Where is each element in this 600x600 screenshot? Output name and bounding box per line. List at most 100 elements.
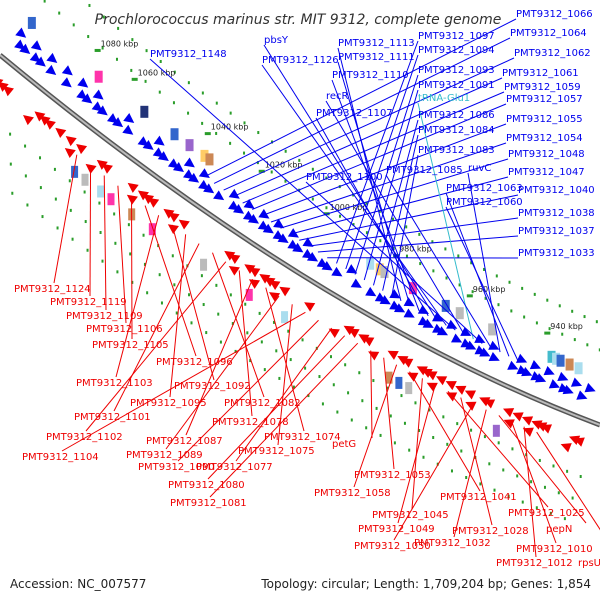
guide-dot bbox=[408, 448, 411, 452]
guide-dot bbox=[24, 174, 27, 178]
forward-gene-arrow bbox=[122, 124, 134, 135]
reverse-label-leader bbox=[411, 378, 423, 510]
forward-gene-arrow bbox=[465, 340, 477, 350]
guide-dot bbox=[215, 131, 218, 135]
forward-gene-arrow bbox=[576, 390, 588, 400]
guide-dot bbox=[508, 280, 511, 284]
guide-dot bbox=[521, 500, 524, 504]
guide-dot bbox=[465, 476, 468, 480]
reverse-label-leader bbox=[177, 319, 319, 462]
guide-dot bbox=[129, 252, 132, 256]
guide-dot bbox=[516, 474, 519, 478]
guide-dot bbox=[201, 91, 204, 95]
guide-dot bbox=[83, 190, 86, 194]
guide-dot bbox=[289, 358, 292, 362]
forward-gene-label: PMT9312_1047 bbox=[508, 167, 585, 178]
reverse-gene-arrow bbox=[512, 412, 524, 422]
forward-gene-arrow bbox=[432, 312, 444, 322]
forward-gene-label: PMT9312_1054 bbox=[506, 133, 583, 144]
guide-dot bbox=[270, 140, 273, 144]
reverse-gene-arrow bbox=[363, 337, 375, 347]
reverse-label-leader bbox=[393, 403, 474, 541]
guide-dot bbox=[146, 291, 149, 295]
guide-dot bbox=[379, 433, 382, 437]
guide-dot bbox=[231, 322, 234, 326]
guide-dot bbox=[414, 401, 417, 405]
reverse-label-leader bbox=[383, 357, 395, 470]
forward-gene-label: PMT9312_1093 bbox=[418, 65, 495, 76]
reverse-label-leader bbox=[265, 287, 305, 432]
reverse-gene-label: PMT9312_1105 bbox=[92, 340, 169, 351]
forward-label-leader bbox=[372, 119, 419, 286]
reverse-label-leader bbox=[117, 185, 127, 324]
forward-gene-arrow bbox=[277, 233, 289, 243]
forward-label-leader bbox=[280, 158, 509, 229]
guide-dot bbox=[350, 418, 353, 422]
guide-dot bbox=[535, 506, 538, 510]
reverse-gene-label: PMT9312_1102 bbox=[46, 432, 123, 443]
reverse-gene-label: petG bbox=[332, 439, 356, 450]
reverse-gene-arrow bbox=[531, 420, 543, 430]
forward-gene-arrow bbox=[379, 295, 391, 305]
guide-dot bbox=[347, 391, 350, 395]
guide-dot bbox=[229, 293, 232, 297]
forward-gene-arrow bbox=[548, 379, 560, 389]
forward-label-leader bbox=[336, 40, 419, 264]
accession-text: Accession: NC_007577 bbox=[10, 577, 146, 591]
forward-gene-arrow bbox=[19, 43, 31, 54]
gc-content-block bbox=[574, 362, 583, 375]
reverse-gene-label: PMT9312_1012 bbox=[496, 558, 573, 569]
guide-dot bbox=[566, 469, 569, 473]
guide-dot bbox=[298, 158, 301, 162]
forward-gene-label: recR bbox=[326, 91, 349, 102]
guide-dot bbox=[301, 338, 304, 342]
reverse-label-leader bbox=[115, 215, 160, 378]
gc-content-block bbox=[565, 358, 574, 371]
forward-gene-arrow bbox=[15, 27, 27, 38]
gc-content-block bbox=[107, 193, 115, 206]
forward-gene-arrow bbox=[137, 136, 149, 147]
guide-dot bbox=[39, 186, 42, 190]
guide-dot bbox=[205, 331, 208, 335]
reverse-gene-label: PMT9312_1095 bbox=[130, 398, 207, 409]
reverse-gene-arrow bbox=[521, 416, 534, 426]
forward-gene-label: PMT9312_1085 bbox=[386, 165, 463, 176]
forward-gene-label: PMT9312_1148 bbox=[150, 49, 227, 60]
gc-content-block bbox=[556, 354, 565, 367]
reverse-gene-arrow bbox=[328, 328, 340, 339]
guide-dot bbox=[234, 349, 237, 353]
guide-dot bbox=[375, 406, 378, 410]
forward-gene-arrow bbox=[306, 251, 319, 262]
forward-gene-arrow bbox=[331, 266, 343, 277]
forward-label-leader bbox=[204, 18, 517, 178]
forward-label-leader bbox=[391, 154, 419, 296]
reverse-gene-arrow bbox=[445, 381, 457, 391]
reverse-label-leader bbox=[523, 426, 537, 558]
forward-gene-arrow bbox=[393, 303, 406, 313]
guide-dot bbox=[246, 331, 249, 335]
guide-dot bbox=[558, 304, 561, 308]
reverse-gene-arrow bbox=[569, 435, 581, 445]
guide-dot bbox=[188, 293, 191, 297]
guide-dot bbox=[173, 70, 176, 74]
guide-dot bbox=[26, 203, 29, 207]
reverse-label-leader bbox=[89, 165, 92, 297]
guide-dot bbox=[99, 231, 102, 235]
reverse-label-leader bbox=[370, 350, 373, 439]
scale-tick-label: 1040 kbp bbox=[211, 123, 249, 132]
reverse-gene-label: PMT9312_1119 bbox=[50, 297, 127, 308]
forward-gene-arrow bbox=[446, 319, 458, 329]
forward-gene-label: PMT9312_1091 bbox=[418, 80, 495, 91]
guide-dot bbox=[116, 270, 119, 274]
reverse-gene-arrow bbox=[148, 197, 160, 208]
guide-dot bbox=[386, 386, 389, 390]
reverse-gene-arrow bbox=[137, 190, 149, 201]
guide-dot bbox=[365, 426, 368, 430]
reverse-gene-arrow bbox=[143, 194, 155, 205]
guide-dot bbox=[502, 468, 505, 472]
forward-gene-label: PMT9312_1060 bbox=[446, 197, 523, 208]
forward-label-leader bbox=[261, 123, 507, 217]
forward-label-leader bbox=[345, 54, 419, 270]
reverse-gene-label: PMT9312_1053 bbox=[354, 470, 431, 481]
reverse-gene-arrow bbox=[455, 385, 467, 395]
